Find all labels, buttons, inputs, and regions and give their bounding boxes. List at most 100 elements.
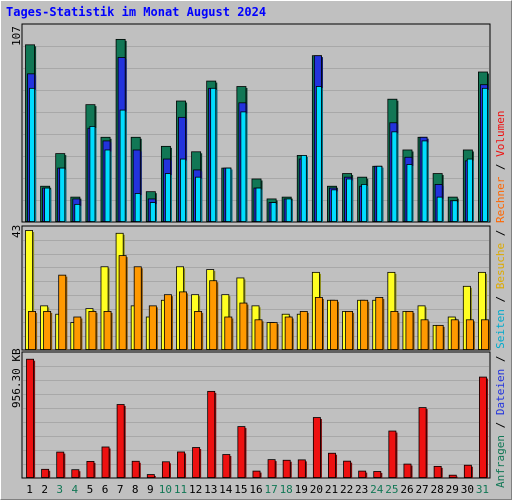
x-tick-label-5: 5 <box>87 483 94 496</box>
bar-volumen-5 <box>86 461 95 478</box>
middle-panel-max-label: 43 <box>10 224 23 238</box>
x-tick-label-9: 9 <box>147 483 154 496</box>
x-tick-label-1: 1 <box>26 483 33 496</box>
bar-rechner-22 <box>345 311 354 350</box>
bar-rechner-6 <box>103 311 112 350</box>
bar-volumen-28 <box>433 465 442 478</box>
bar-volumen-26 <box>403 463 412 478</box>
bar-rechner-15 <box>239 302 248 350</box>
bar-seiten-15 <box>240 111 247 222</box>
bar-volumen-16 <box>252 470 261 478</box>
bar-volumen-11 <box>177 451 185 478</box>
bar-seiten-29 <box>451 200 458 222</box>
legend: Anfragen / Dateien / Seiten / Besuche / … <box>494 110 507 488</box>
bar-seiten-14 <box>225 167 232 222</box>
bar-rechner-24 <box>375 297 384 350</box>
x-tick-label-15: 15 <box>234 483 247 496</box>
x-tick-label-6: 6 <box>102 483 109 496</box>
bar-rechner-3 <box>58 274 67 350</box>
x-tick-label-21: 21 <box>325 483 338 496</box>
x-tick-label-18: 18 <box>280 483 293 496</box>
legend-separator: / <box>494 415 507 436</box>
bar-rechner-23 <box>360 299 369 350</box>
x-tick-label-2: 2 <box>41 483 48 496</box>
bar-seiten-1 <box>29 87 35 222</box>
bar-volumen-19 <box>297 459 306 478</box>
x-tick-label-26: 26 <box>400 483 413 496</box>
x-tick-label-4: 4 <box>72 483 79 496</box>
bar-seiten-2 <box>44 187 51 222</box>
bar-volumen-30 <box>463 464 472 478</box>
bar-rechner-26 <box>405 311 414 350</box>
bar-volumen-7 <box>116 404 125 478</box>
bar-volumen-1 <box>26 358 34 478</box>
bar-volumen-15 <box>237 426 246 478</box>
bar-rechner-8 <box>133 266 142 350</box>
bar-seiten-17 <box>270 202 277 222</box>
bar-rechner-27 <box>420 319 429 350</box>
bar-rechner-16 <box>254 319 263 350</box>
legend-separator: / <box>494 223 507 243</box>
x-tick-label-3: 3 <box>56 483 63 496</box>
bar-seiten-28 <box>436 196 443 222</box>
bar-rechner-14 <box>224 316 233 350</box>
bar-rechner-11 <box>179 291 187 350</box>
x-tick-label-20: 20 <box>310 483 323 496</box>
bar-seiten-3 <box>59 167 66 222</box>
x-tick-label-25: 25 <box>385 483 398 496</box>
x-tick-label-14: 14 <box>219 483 233 496</box>
bar-seiten-12 <box>195 176 202 222</box>
bar-rechner-9 <box>148 305 157 350</box>
bar-seiten-21 <box>331 189 337 222</box>
bar-seiten-20 <box>315 86 322 222</box>
bar-seiten-11 <box>180 158 186 222</box>
bar-seiten-5 <box>89 126 96 222</box>
bar-rechner-5 <box>88 311 97 350</box>
bar-volumen-17 <box>267 459 276 478</box>
top-panel-max-label: 107 <box>10 26 23 46</box>
legend-item-volumen: Volumen <box>494 110 507 157</box>
bar-rechner-28 <box>435 324 444 350</box>
legend-item-seiten: Seiten <box>494 309 507 349</box>
bar-rechner-13 <box>209 280 218 350</box>
x-tick-label-8: 8 <box>132 483 139 496</box>
bar-rechner-20 <box>314 297 323 350</box>
bar-volumen-24 <box>373 471 382 478</box>
bar-seiten-25 <box>391 131 398 222</box>
bar-volumen-18 <box>282 459 291 478</box>
bar-rechner-1 <box>28 311 36 350</box>
bar-seiten-30 <box>466 158 473 222</box>
x-tick-label-29: 29 <box>446 483 459 496</box>
legend-separator: / <box>494 156 507 177</box>
x-tick-label-24: 24 <box>370 483 384 496</box>
x-tick-label-12: 12 <box>189 483 202 496</box>
bar-seiten-24 <box>376 165 383 222</box>
bar-volumen-23 <box>358 470 367 478</box>
bar-seiten-16 <box>255 187 262 222</box>
x-tick-label-19: 19 <box>295 483 308 496</box>
x-tick-label-30: 30 <box>461 483 474 496</box>
bar-rechner-31 <box>481 319 489 350</box>
bar-rechner-4 <box>73 316 82 350</box>
bar-seiten-31 <box>482 87 488 222</box>
x-tick-label-13: 13 <box>204 483 217 496</box>
bottom-panel-max-label: 956.30 KB <box>10 348 23 408</box>
bar-seiten-4 <box>74 203 81 222</box>
bar-rechner-29 <box>450 319 459 350</box>
bar-seiten-19 <box>300 155 307 222</box>
bar-rechner-12 <box>194 311 203 350</box>
chart-title: Tages-Statistik im Monat August 2024 <box>6 5 267 19</box>
bar-rechner-17 <box>269 322 278 350</box>
bar-seiten-9 <box>149 202 156 222</box>
bar-volumen-3 <box>56 451 65 478</box>
bar-volumen-4 <box>71 469 80 478</box>
bar-seiten-6 <box>104 149 111 222</box>
bar-seiten-22 <box>346 178 353 222</box>
bar-volumen-8 <box>131 460 140 478</box>
x-tick-label-27: 27 <box>415 483 428 496</box>
bar-rechner-10 <box>163 294 172 350</box>
legend-item-anfragen: Anfragen <box>494 435 507 488</box>
legend-item-besuche: Besuche <box>494 242 507 290</box>
bar-seiten-8 <box>134 193 141 222</box>
